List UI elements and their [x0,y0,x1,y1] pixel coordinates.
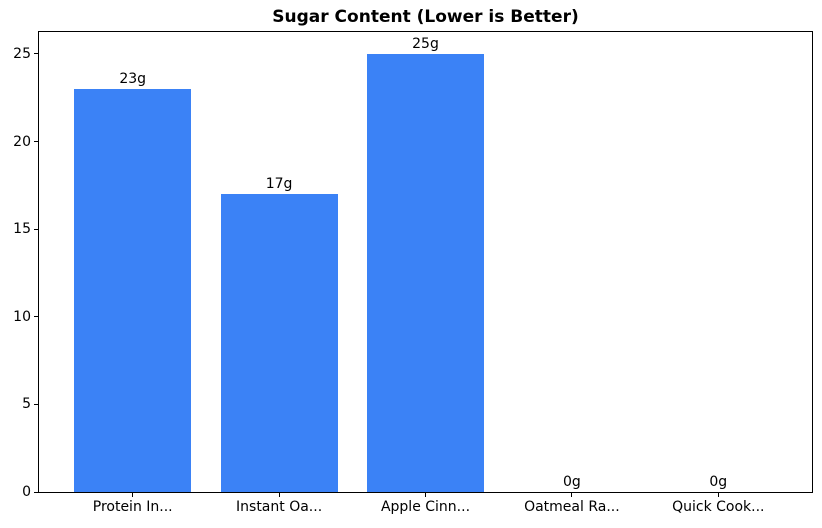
y-tick [34,403,38,405]
y-tick-label: 15 [13,221,31,238]
x-tick [571,493,573,497]
bar-value-label: 23g [119,70,147,87]
y-tick [34,141,38,143]
y-tick-label: 5 [22,396,31,413]
bar-value-label: 0g [562,474,581,490]
bar-value-label: 25g [412,35,439,52]
bar-value-label: 0g [709,474,728,490]
y-tick-label: 0 [22,484,31,500]
plot-area: 0 5 10 15 20 25 23g Protein In... 17g Instant Oa.… [13,31,813,515]
y-tick [34,491,38,493]
y-tick [34,53,38,55]
x-tick-label: Oatmeal Ra... [524,499,620,515]
bar [220,194,338,492]
x-tick-label: Apple Cinn... [380,499,471,515]
x-tick [425,493,426,497]
x-tick [717,493,719,497]
x-tick [132,493,134,497]
chart-title: Sugar Content (Lower is Better) [272,7,579,27]
y-tick-label: 10 [13,308,31,325]
x-tick [278,493,280,497]
bar [74,88,192,492]
y-tick-label: 25 [13,45,31,62]
y-tick-label: 20 [13,133,31,150]
y-tick [34,316,38,318]
x-tick-label: Instant Oa... [236,499,323,515]
bar-value-label: 17g [265,176,293,193]
x-tick-label: Protein In... [92,499,173,515]
bar [366,53,485,492]
x-tick-label: Quick Cook... [672,499,765,515]
y-tick [34,228,38,230]
